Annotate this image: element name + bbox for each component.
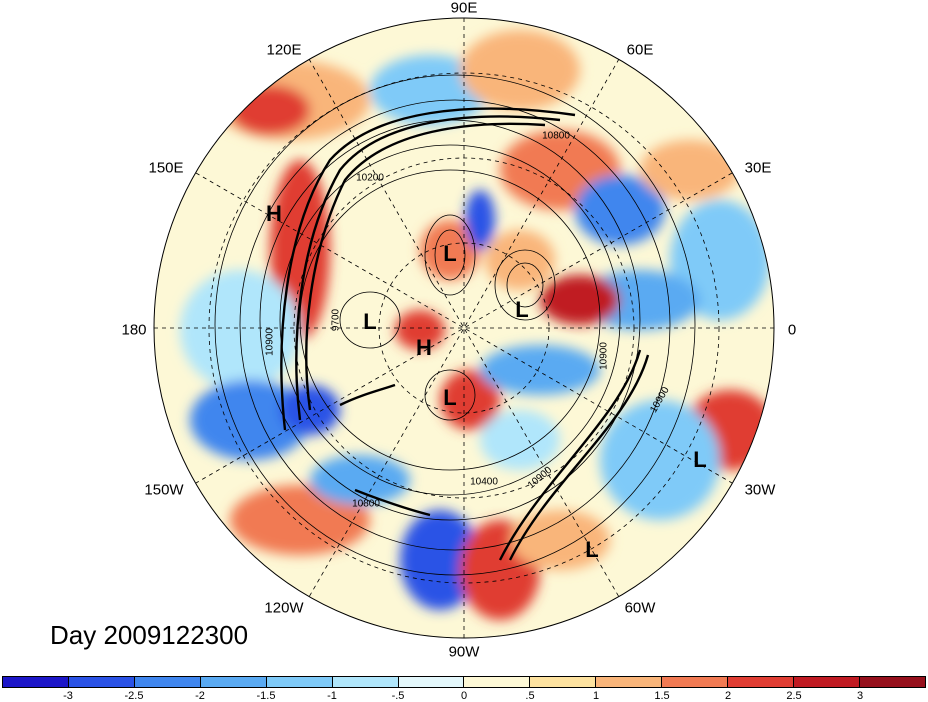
pressure-center-low: L <box>363 309 377 334</box>
colorbar-tick-label: -.5 <box>391 690 405 702</box>
colorbar-swatch <box>266 677 333 687</box>
pressure-center-low: L <box>443 385 457 410</box>
contour-label: 10800 <box>352 498 380 510</box>
lon-label-0: 0 <box>787 321 797 339</box>
colorbar-tick-label: -1.5 <box>256 690 276 702</box>
contour-label: 10200 <box>356 172 384 184</box>
colorbar-swatch <box>68 677 135 687</box>
lon-label-90e: 90E <box>450 0 478 17</box>
date-title: Day 2009122300 <box>50 620 249 650</box>
colorbar-swatch <box>134 677 201 687</box>
lon-label-120e: 120E <box>266 41 302 59</box>
colorbar-swatch <box>596 677 663 687</box>
contour-label: 10400 <box>470 476 498 488</box>
colorbar-tick-label: 0 <box>460 690 468 702</box>
colorbar-swatch <box>728 677 795 687</box>
lon-label-150e: 150E <box>148 159 184 177</box>
lon-label-30w: 30W <box>744 481 776 499</box>
pressure-center-low: L <box>443 241 457 266</box>
colorbar-tick-label: 3 <box>856 690 864 702</box>
colorbar-swatch <box>200 677 267 687</box>
colorbar-swatch <box>398 677 465 687</box>
contour-label: 9700 <box>330 308 342 332</box>
colorbar-swatch <box>332 677 399 687</box>
height-contours <box>214 74 696 576</box>
colorbar-swatch <box>3 677 69 687</box>
colorbar-tick-label: -1 <box>327 690 337 702</box>
colorbar-tick-label: .5 <box>525 690 535 702</box>
lat-lon-grid <box>154 18 774 638</box>
lon-label-60w: 60W <box>624 599 656 617</box>
pressure-center-low: L <box>693 447 707 472</box>
colorbar-swatch <box>794 677 860 687</box>
contour-label: 10900 <box>598 342 610 370</box>
colorbar-tick-label: -2.5 <box>124 690 144 702</box>
colorbar <box>2 676 926 688</box>
colorbar-tick-label: 1 <box>592 690 600 702</box>
jet-contours <box>280 107 650 561</box>
lon-label-60e: 60E <box>626 41 654 59</box>
lon-label-120w: 120W <box>264 599 304 617</box>
colorbar-swatch <box>530 677 597 687</box>
pressure-center-high: L <box>585 537 599 562</box>
colorbar-tick-label: 2.5 <box>786 690 802 702</box>
colorbar-swatch <box>464 677 531 687</box>
contour-label: 10800 <box>542 130 570 142</box>
lon-label-30e: 30E <box>744 159 772 177</box>
colorbar-tick-label: 1.5 <box>654 690 670 702</box>
anomaly-field <box>154 18 774 638</box>
colorbar-tick-label: -3 <box>63 690 73 702</box>
colorbar-swatch <box>859 677 925 687</box>
lon-label-90w: 90W <box>448 643 480 661</box>
lon-label-180: 180 <box>121 321 147 339</box>
contour-label: 10900 <box>264 328 276 356</box>
lon-label-150w: 150W <box>144 481 184 499</box>
pressure-center-high: H <box>266 201 282 226</box>
colorbar-tick-label: -2 <box>195 690 205 702</box>
pressure-center-high: H <box>416 335 432 360</box>
pressure-center-low: L <box>515 297 529 322</box>
colorbar-swatch <box>662 677 729 687</box>
colorbar-tick-label: 2 <box>724 690 732 702</box>
